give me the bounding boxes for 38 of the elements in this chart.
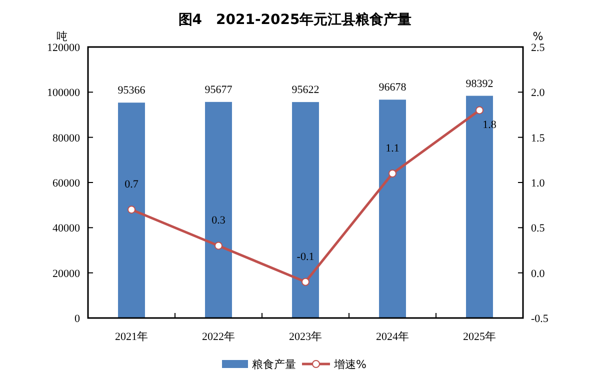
data-label: 96678 <box>378 82 407 94</box>
x-tick-label: 2023年 <box>289 331 322 343</box>
chart-title: 图4 2021-2025年元江县粮食产量 <box>178 11 412 28</box>
y-tick-label: 120000 <box>47 42 80 54</box>
data-label: 95366 <box>118 84 146 97</box>
data-label: 95622 <box>292 84 320 96</box>
y2-tick-label: -0.5 <box>531 313 549 325</box>
data-label: 0.7 <box>124 178 139 191</box>
y-axis-title: 吨 <box>56 30 68 43</box>
point <box>214 242 222 250</box>
y2-tick-label: 2.0 <box>531 87 546 100</box>
point <box>302 278 310 286</box>
y-tick-label: 20000 <box>52 268 80 280</box>
x-tick-label: 2022年 <box>202 331 235 343</box>
y-tick-label: 80000 <box>52 132 80 144</box>
y2-tick-label: 1.5 <box>531 132 546 144</box>
y2-tick-label: 2.5 <box>531 42 546 54</box>
y-tick-label: 0 <box>74 313 80 325</box>
legend-label: 增速% <box>333 358 366 371</box>
legend-label: 粮食产量 <box>252 358 296 371</box>
y2-tick-label: 0.0 <box>531 268 546 280</box>
x-tick-label: 2024年 <box>376 331 409 343</box>
y2-tick-label: 1.0 <box>531 178 546 190</box>
data-label: 0.3 <box>212 214 226 227</box>
y-tick-label: 100000 <box>47 87 80 100</box>
data-label: -0.1 <box>296 250 314 263</box>
y-tick-label: 40000 <box>52 222 80 235</box>
data-label: 1.1 <box>386 142 400 154</box>
x-tick-label: 2025年 <box>463 331 496 343</box>
point <box>476 106 484 114</box>
data-label: 95677 <box>204 84 233 96</box>
x-tick-label: 2021年 <box>115 331 148 343</box>
y2-tick-label: 0.5 <box>531 222 546 235</box>
data-label: 98392 <box>466 78 494 90</box>
y2-axis-title: % <box>532 30 544 43</box>
point <box>128 206 136 214</box>
point <box>388 169 396 178</box>
y-tick-label: 60000 <box>52 178 80 190</box>
